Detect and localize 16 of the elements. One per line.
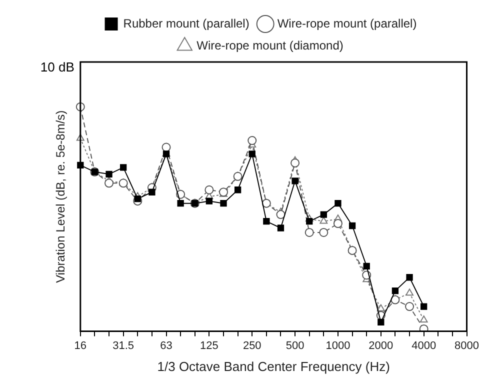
x-tick-label: 63 bbox=[160, 340, 172, 352]
text: 10 dB bbox=[40, 60, 74, 75]
x-tick-label: 2000 bbox=[368, 340, 394, 352]
x-tick-label: 4000 bbox=[412, 340, 436, 352]
y-axis-title: Vibration Level (dB, re. 5e-8m/s) bbox=[54, 110, 68, 283]
x-tick-label: 1000 bbox=[326, 340, 350, 352]
x-tick-label: 31.5 bbox=[112, 340, 134, 352]
x-axis-title: 1/3 Octave Band Center Frequency (Hz) bbox=[157, 358, 390, 374]
x-tick-label: 125 bbox=[200, 340, 218, 352]
x-tick-label: 250 bbox=[242, 340, 262, 352]
x-tick-label: 500 bbox=[286, 340, 304, 352]
x-tick-label: 8000 bbox=[454, 340, 480, 352]
legend-label: Rubber mount (parallel) bbox=[123, 16, 250, 30]
legend-label: Wire-rope mount (diamond) bbox=[196, 38, 344, 52]
legend-label: Wire-rope mount (parallel) bbox=[277, 16, 417, 30]
x-tick-label: 16 bbox=[74, 340, 87, 352]
